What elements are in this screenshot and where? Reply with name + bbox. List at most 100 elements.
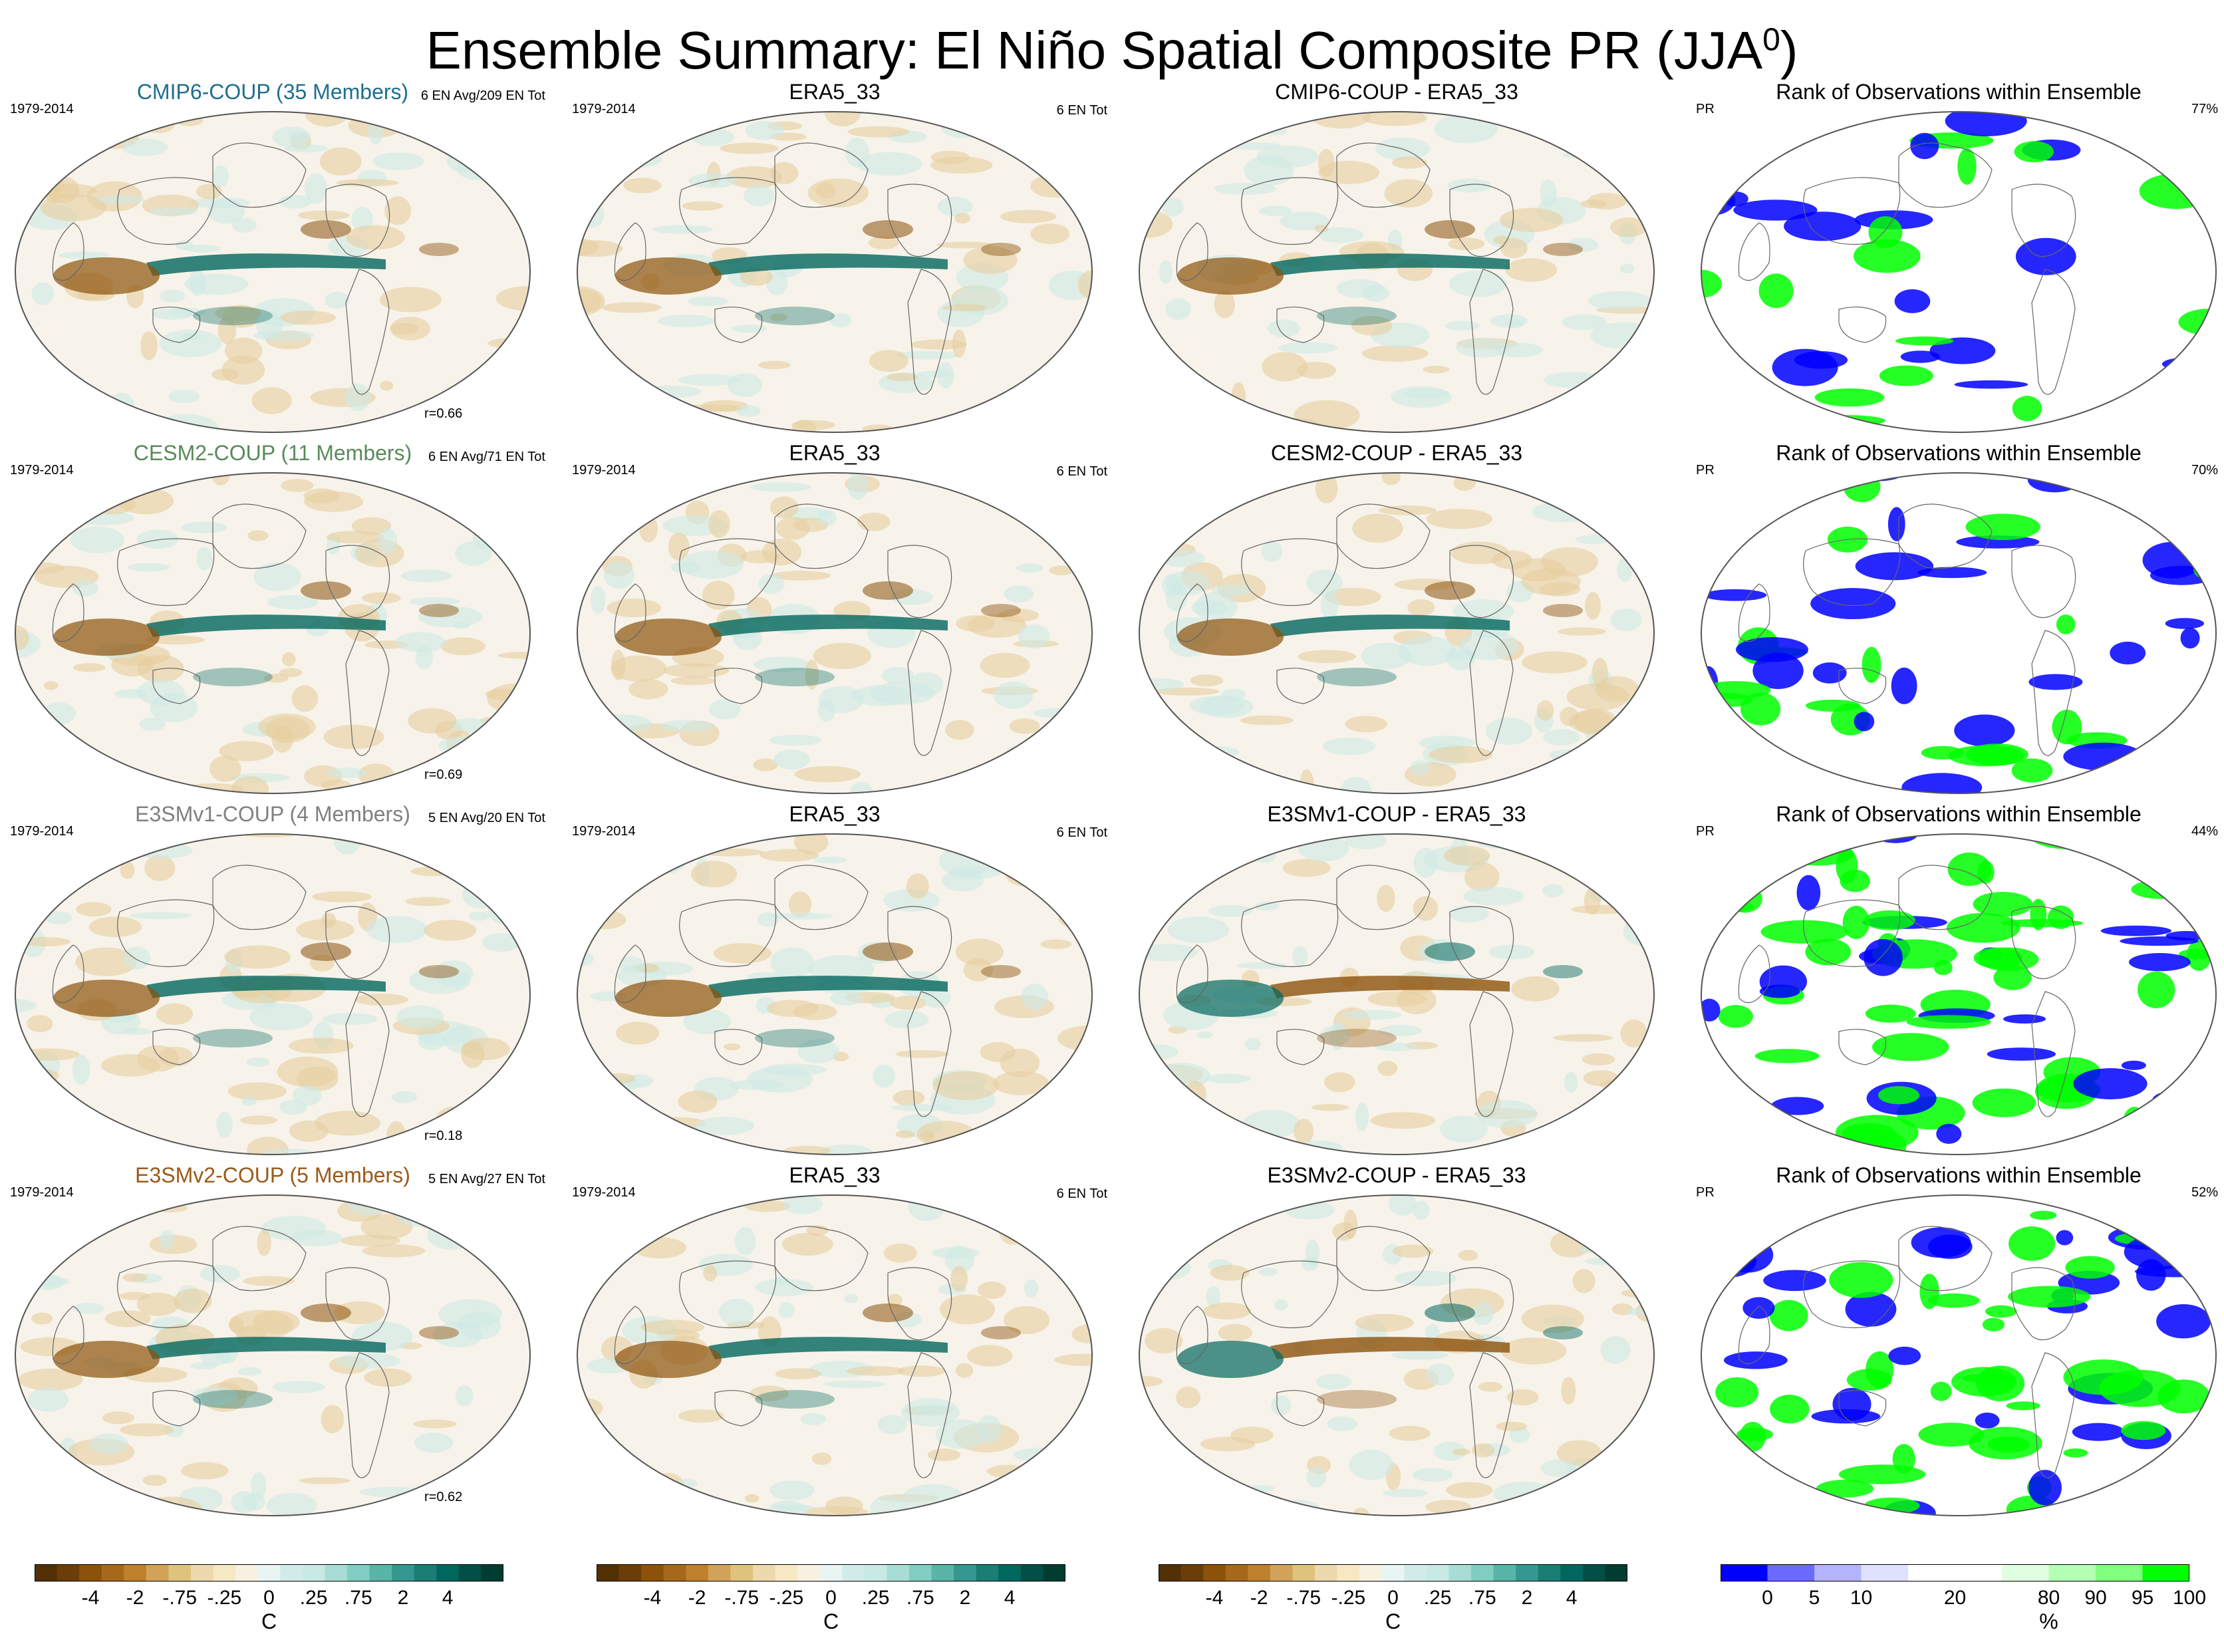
coastline [1838,1029,1887,1065]
coastline [679,899,777,967]
rank-high-patch [2006,1401,2040,1411]
coastline [887,1267,952,1341]
rank-low-patch [1735,636,1808,662]
rank-high-patch [1843,473,1881,503]
rank-panel-title: Rank of Observations within Ensemble [1776,802,2142,826]
rank-high-patch [1973,891,2033,917]
rank-high-patch [2084,771,2142,788]
coastline [325,1267,390,1341]
colorbar-swatch [1955,1564,2003,1582]
rank-high-patch [2121,1421,2166,1441]
rank-high-patch [1946,912,2020,943]
period-label: 1979-2014 [572,824,636,839]
rank-high-patch [1842,905,1870,940]
colorbar-unit: C [261,1609,277,1633]
rank-percent: 44% [2191,824,2219,839]
variable-label: PR [1696,102,1715,116]
negative-anomaly-region [1177,257,1284,295]
coastline [1449,906,1514,980]
coastline [1469,630,1514,756]
rank-high-patch [1928,1293,1980,1308]
colorbar-swatch [1908,1564,1955,1582]
coastline [1738,1306,1770,1365]
colorbar-swatch [257,1564,281,1582]
map-border [1701,111,2217,433]
coastline [1803,538,1901,606]
coastline [1803,899,1901,967]
colorbar-swatch [1381,1564,1405,1582]
colorbar-tick-label: 2 [959,1587,971,1609]
colorbar-swatch [101,1564,124,1582]
map-border [1701,1194,2217,1516]
coastline [2011,184,2076,257]
negative-anomaly-region [53,1341,160,1378]
rank-low-patch [2073,1068,2148,1099]
rank-low-patch [2121,1060,2146,1070]
rank-high-patch [1895,336,1954,346]
positive-anomaly-band [1270,976,1510,998]
rank-high-patch [1770,1395,1810,1424]
coastline [1276,668,1325,704]
map-border [15,111,531,433]
coastline [325,906,390,980]
negative-anomaly-region [615,257,722,295]
diff-map-4 [1139,1194,1655,1516]
coastline [1176,1306,1208,1365]
rank-high-patch [1948,745,2024,767]
rank-low-patch [1701,148,1737,161]
rank-high-patch [1829,1262,1893,1298]
rank-high-patch [1769,1300,1808,1331]
diff-map-3 [1139,833,1655,1155]
colorbar-tick-label: .75 [1468,1587,1496,1609]
colorbar-tick-label: 90 [2084,1587,2107,1609]
rank-low-patch [2110,1195,2159,1212]
negative-anomaly-region [615,1341,722,1378]
colorbar-swatch [146,1564,169,1582]
rank-high-patch [1701,473,1760,492]
colorbar-tick-label: 0 [825,1587,837,1609]
colorbar-swatch [1516,1564,1539,1582]
coastline [212,142,307,208]
variable-label: PR [1696,824,1715,839]
rank-map-3 [1701,833,2217,1155]
colorbar-swatch [347,1564,370,1582]
map-border [15,1194,531,1516]
event-count: 5 EN Avg/27 EN Tot [428,1172,545,1186]
rank-high-patch [2191,1097,2216,1129]
event-count: 5 EN Avg/20 EN Tot [428,811,545,825]
rank-low-patch [1900,350,1940,363]
rank-high-patch [1919,1274,1939,1309]
coastline [774,1226,869,1292]
rank-high-patch [1957,148,1977,185]
rank-high-patch [1707,740,1746,757]
colorbar-swatch [436,1564,460,1582]
event-count: 6 EN Tot [1056,1186,1107,1201]
variable-label: PR [1696,463,1715,478]
rank-low-patch [1845,1292,1897,1327]
colorbar-swatch [2142,1564,2189,1582]
coastline [1738,583,1770,642]
rank-high-patch [1918,1423,1984,1447]
rank-low-patch [2124,1234,2197,1270]
colorbar-tick-label: -.75 [162,1587,198,1609]
rank-high-patch [2012,396,2042,422]
colorbar-swatch [124,1564,147,1582]
rank-high-patch [1868,216,1903,248]
rank-high-patch [2137,971,2175,1009]
rank-high-patch [1973,947,2023,969]
coastline [887,906,952,980]
positive-anomaly-band [146,253,386,276]
rank-low-patch [1701,838,1740,870]
colorbar-tick-label: 0 [263,1587,275,1609]
diff-panel-title: CESM2-COUP - ERA5_33 [1270,441,1523,465]
obs-map-3 [577,833,1093,1155]
colorbar-tick-label: .25 [861,1587,890,1609]
coastline [52,222,84,281]
coastline [152,1029,201,1065]
rank-percent: 52% [2191,1185,2219,1200]
coastline [907,1352,952,1478]
rank-high-patch [1740,692,1781,726]
rank-low-patch [2165,618,2205,629]
colorbar-tick-label: 20 [1943,1587,1967,1609]
coastline [907,630,952,756]
